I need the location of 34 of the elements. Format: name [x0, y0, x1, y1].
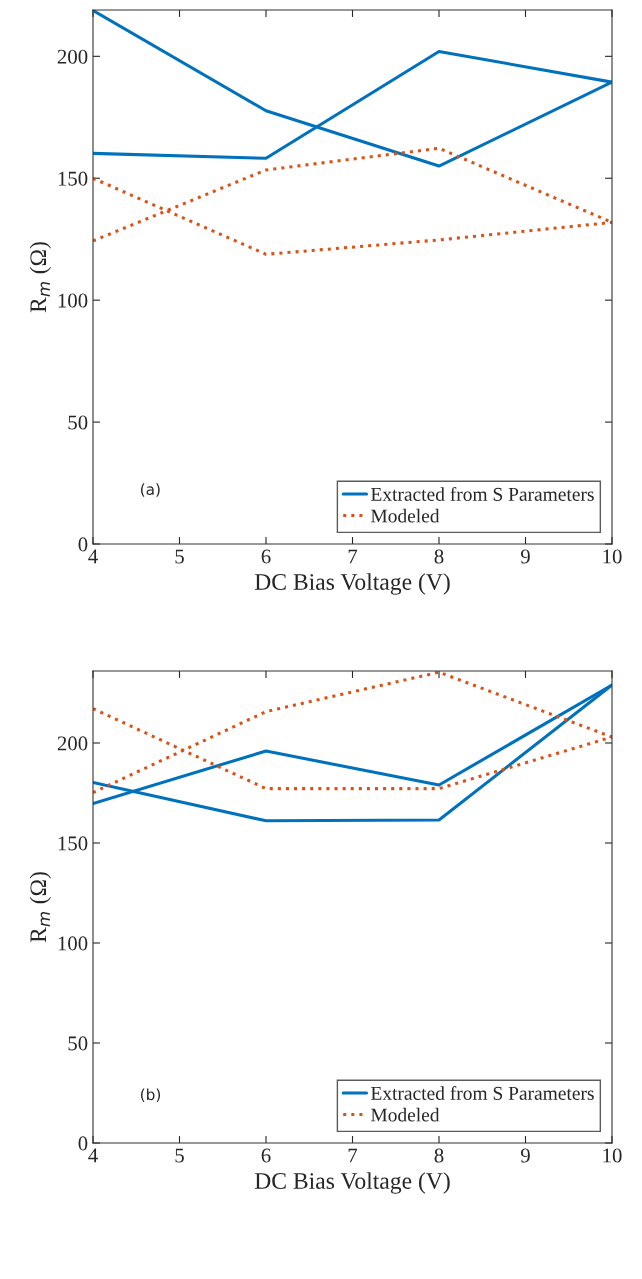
x-tick-label: 7 — [348, 549, 358, 564]
y-tick-label: 50 — [68, 1036, 88, 1051]
y-tick-label: 200 — [57, 736, 88, 751]
y-tick-label: 200 — [57, 49, 88, 64]
annotation: (b) — [141, 1088, 161, 1103]
legend-label: Extracted from S Parameters — [370, 487, 594, 501]
legend-label: Modeled — [370, 508, 440, 523]
x-tick-label: 5 — [175, 1148, 184, 1163]
y-tick-label: 0 — [78, 1136, 88, 1151]
y-tick-label: 150 — [58, 171, 88, 186]
x-tick-label: 7 — [348, 1148, 358, 1163]
x-tick-label: 6 — [261, 549, 271, 564]
x-tick-label: 4 — [88, 549, 98, 564]
y-tick-label: 50 — [68, 415, 88, 430]
x-tick-label: 6 — [261, 1148, 271, 1163]
y-tick-label: 0 — [78, 537, 88, 552]
y-axis-title: R$_{m}$ (Ω) — [29, 872, 52, 943]
x-tick-label: 10 — [603, 1148, 622, 1163]
x-tick-label: 4 — [88, 1148, 98, 1163]
annotation: (a) — [141, 483, 160, 497]
legend-label: Extracted from S Parameters — [370, 1086, 594, 1100]
x-tick-label: 9 — [520, 1148, 530, 1163]
x-tick-label: 9 — [520, 549, 530, 564]
x-axis-title: DC Bias Voltage (V) — [254, 1172, 450, 1194]
y-axis-title: R$_{m}$ (Ω) — [29, 242, 52, 313]
y-tick-label: 150 — [58, 836, 88, 851]
x-tick-label: 8 — [434, 549, 444, 564]
x-tick-label: 5 — [175, 549, 184, 564]
x-tick-label: 10 — [603, 549, 622, 564]
x-axis-title: DC Bias Voltage (V) — [254, 573, 450, 595]
y-tick-label: 100 — [58, 936, 88, 951]
x-tick-label: 8 — [434, 1148, 444, 1163]
legend-label: Modeled — [370, 1107, 440, 1122]
y-tick-label: 100 — [58, 293, 88, 308]
